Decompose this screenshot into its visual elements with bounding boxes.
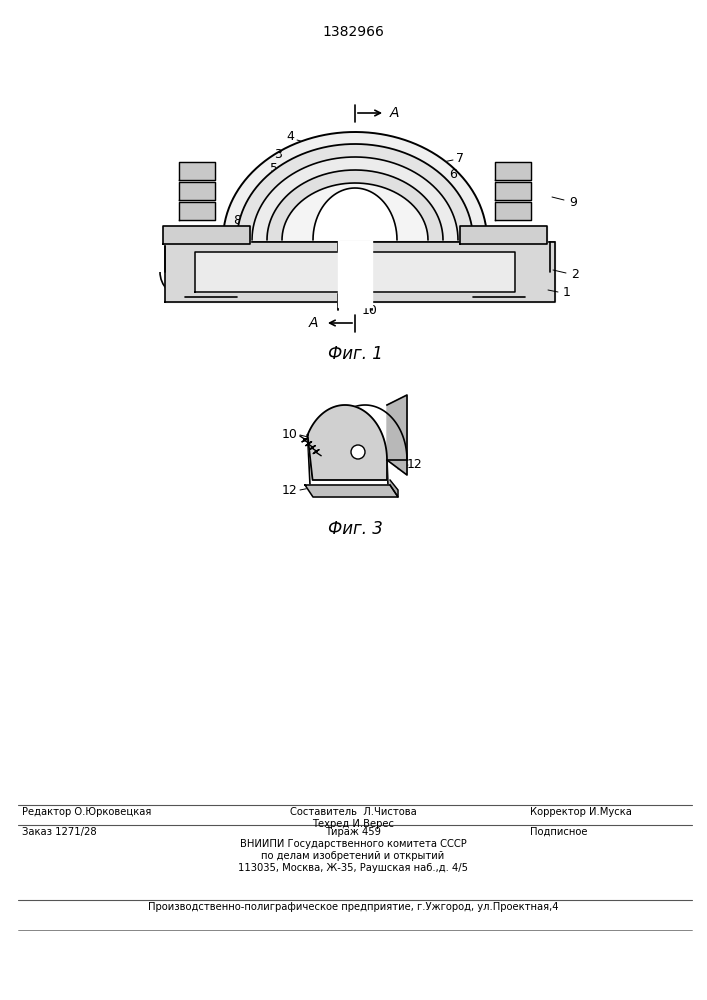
Polygon shape [313, 188, 397, 240]
Text: 1382966: 1382966 [322, 25, 384, 39]
Polygon shape [390, 480, 398, 497]
Text: Техред И.Верес: Техред И.Верес [312, 819, 394, 829]
Polygon shape [308, 405, 387, 480]
Polygon shape [495, 182, 531, 200]
Polygon shape [252, 157, 458, 240]
Text: Корректор И.Муска: Корректор И.Муска [530, 807, 632, 817]
Text: по делам изобретений и открытий: по делам изобретений и открытий [262, 851, 445, 861]
Polygon shape [195, 252, 515, 292]
Text: ВНИИПИ Государственного комитета СССР: ВНИИПИ Государственного комитета СССР [240, 839, 467, 849]
Polygon shape [495, 162, 531, 180]
Polygon shape [282, 183, 428, 240]
Polygon shape [223, 132, 487, 240]
Text: 12: 12 [407, 458, 423, 472]
Polygon shape [387, 395, 407, 475]
Text: Фиг. 1: Фиг. 1 [327, 345, 382, 363]
Text: 8: 8 [233, 214, 241, 227]
Polygon shape [179, 182, 215, 200]
Polygon shape [495, 202, 531, 220]
Text: Производственно-полиграфическое предприятие, г.Ужгород, ул.Проектная,4: Производственно-полиграфическое предприя… [148, 902, 559, 912]
Text: Заказ 1271/28: Заказ 1271/28 [22, 827, 97, 837]
Text: 4: 4 [286, 130, 294, 143]
Text: 6: 6 [449, 168, 457, 182]
Text: Фиг. 3: Фиг. 3 [327, 520, 382, 538]
Text: 2: 2 [571, 268, 579, 282]
Text: 5: 5 [270, 161, 278, 174]
Text: 10: 10 [362, 304, 378, 316]
Text: 12: 12 [282, 484, 298, 496]
Text: 113035, Москва, Ж-35, Раушская наб.,д. 4/5: 113035, Москва, Ж-35, Раушская наб.,д. 4… [238, 863, 468, 873]
Polygon shape [179, 162, 215, 180]
Text: Составитель  Л.Чистова: Составитель Л.Чистова [290, 807, 416, 817]
Text: 9: 9 [569, 196, 577, 209]
Polygon shape [163, 226, 250, 244]
Text: 10: 10 [282, 428, 298, 442]
Circle shape [351, 445, 365, 459]
Polygon shape [179, 202, 215, 220]
Text: 5: 5 [444, 184, 452, 196]
Text: Тираж 459: Тираж 459 [325, 827, 381, 837]
Polygon shape [305, 485, 398, 497]
Text: Подписное: Подписное [530, 827, 588, 837]
Text: 7: 7 [456, 151, 464, 164]
Text: 1: 1 [563, 286, 571, 300]
Polygon shape [237, 144, 473, 240]
Polygon shape [338, 240, 372, 307]
Polygon shape [165, 242, 555, 302]
Polygon shape [267, 170, 443, 240]
Text: 3: 3 [274, 148, 282, 161]
Text: A: A [390, 106, 399, 120]
Text: Редактор О.Юрковецкая: Редактор О.Юрковецкая [22, 807, 151, 817]
Polygon shape [460, 226, 547, 244]
Text: 6: 6 [264, 176, 272, 188]
Text: A: A [308, 316, 318, 330]
